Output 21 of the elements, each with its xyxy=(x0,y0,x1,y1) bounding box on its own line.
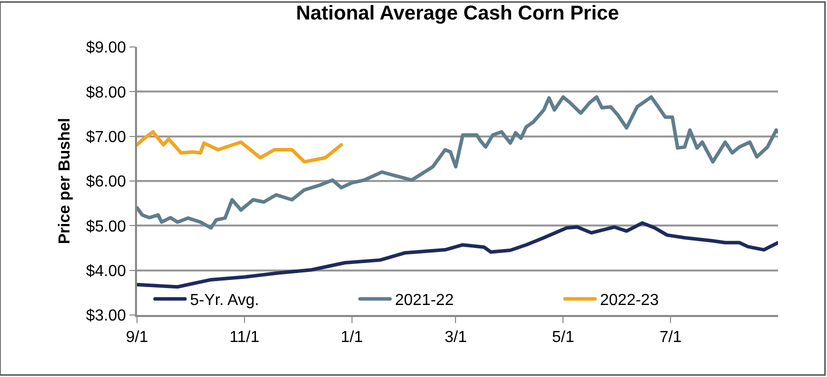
line-series xyxy=(137,130,344,164)
y-tick-label: $4.00 xyxy=(86,262,126,280)
legend-label: 5-Yr. Avg. xyxy=(190,292,260,310)
y-tick-label: $6.00 xyxy=(86,174,126,191)
x-tick-label: 9/1 xyxy=(126,328,148,346)
y-tick-label: $7.00 xyxy=(86,128,126,146)
x-tick-label: 5/1 xyxy=(552,328,574,346)
line-series xyxy=(137,221,778,289)
y-tick-label: $9.00 xyxy=(86,40,126,57)
y-tick-label: $8.00 xyxy=(86,84,126,102)
x-tick-label: 7/1 xyxy=(659,328,682,346)
y-tick-label: $5.00 xyxy=(86,218,126,236)
y-axis-title: Price per Bushel xyxy=(56,118,74,244)
line-series xyxy=(137,95,778,230)
legend-label: 2021-22 xyxy=(395,292,454,310)
x-tick-label: 3/1 xyxy=(444,328,467,346)
x-tick-label: 1/1 xyxy=(340,328,364,346)
x-tick-label: 11/1 xyxy=(229,328,260,346)
legend-label: 2022-23 xyxy=(600,292,659,310)
chart-title: National Average Cash Corn Price xyxy=(296,2,620,25)
y-tick-label: $3.00 xyxy=(86,308,126,325)
